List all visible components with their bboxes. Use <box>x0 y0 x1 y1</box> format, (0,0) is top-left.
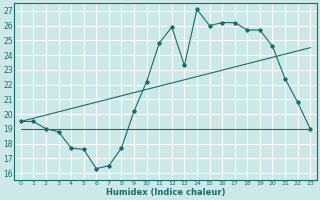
X-axis label: Humidex (Indice chaleur): Humidex (Indice chaleur) <box>106 188 225 197</box>
